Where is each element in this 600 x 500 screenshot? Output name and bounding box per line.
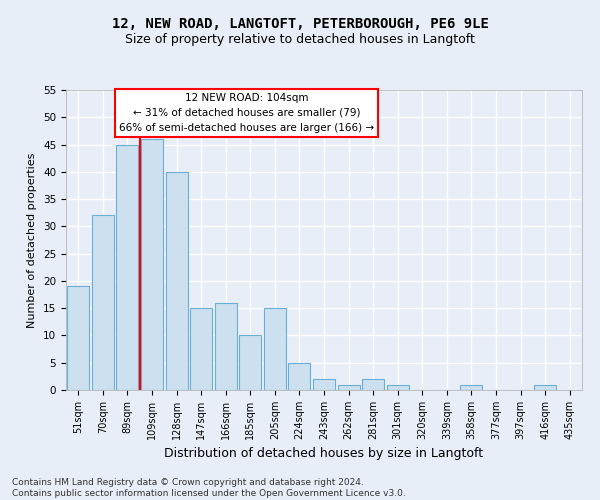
Bar <box>116 144 139 390</box>
Bar <box>313 379 335 390</box>
Bar <box>166 172 188 390</box>
Y-axis label: Number of detached properties: Number of detached properties <box>28 152 37 328</box>
Text: Size of property relative to detached houses in Langtoft: Size of property relative to detached ho… <box>125 32 475 46</box>
Bar <box>534 384 556 390</box>
Bar <box>338 384 359 390</box>
Bar <box>67 286 89 390</box>
Bar <box>190 308 212 390</box>
Text: Contains HM Land Registry data © Crown copyright and database right 2024.
Contai: Contains HM Land Registry data © Crown c… <box>12 478 406 498</box>
Bar <box>141 139 163 390</box>
Bar <box>215 302 237 390</box>
Bar <box>362 379 384 390</box>
Bar <box>289 362 310 390</box>
Bar <box>264 308 286 390</box>
Text: 12 NEW ROAD: 104sqm
← 31% of detached houses are smaller (79)
66% of semi-detach: 12 NEW ROAD: 104sqm ← 31% of detached ho… <box>119 93 374 132</box>
Bar <box>386 384 409 390</box>
X-axis label: Distribution of detached houses by size in Langtoft: Distribution of detached houses by size … <box>164 448 484 460</box>
Text: 12, NEW ROAD, LANGTOFT, PETERBOROUGH, PE6 9LE: 12, NEW ROAD, LANGTOFT, PETERBOROUGH, PE… <box>112 18 488 32</box>
Bar <box>92 216 114 390</box>
Bar <box>460 384 482 390</box>
Bar <box>239 336 262 390</box>
